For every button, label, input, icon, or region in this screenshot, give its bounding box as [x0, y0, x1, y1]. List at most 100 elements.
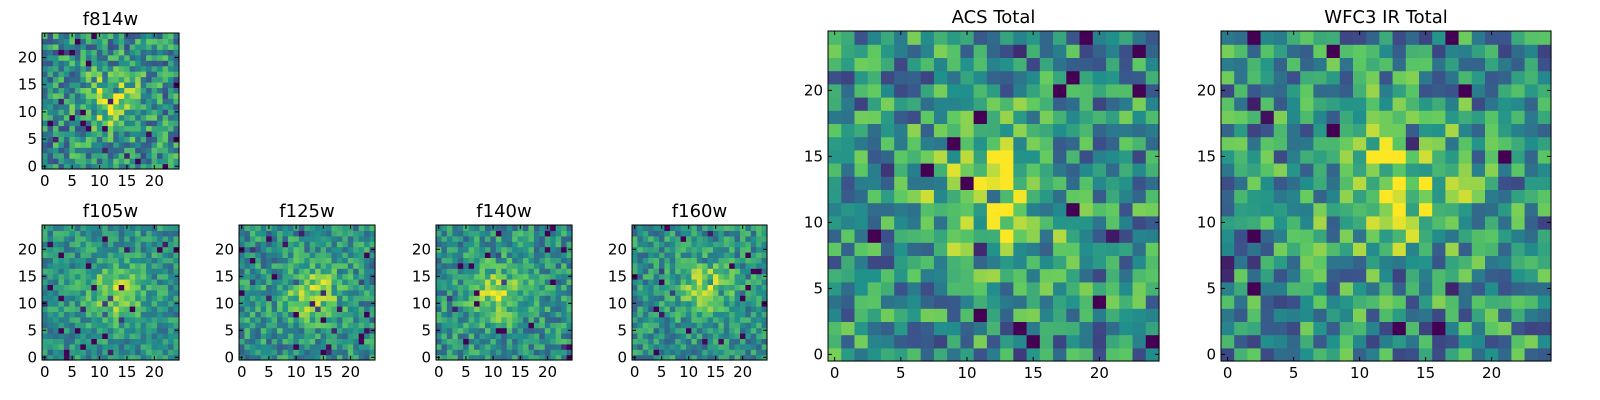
- heatmap-cell: [867, 110, 882, 124]
- heatmap-cell: [1247, 149, 1262, 164]
- heatmap-cell: [102, 49, 109, 56]
- heatmap-cell: [533, 316, 540, 323]
- heatmap-cell: [1221, 189, 1235, 204]
- heatmap-cell: [441, 289, 448, 296]
- heatmap-cell: [80, 98, 87, 105]
- heatmap-cell: [266, 289, 273, 296]
- heatmap-cell: [1066, 308, 1081, 322]
- heatmap-cell: [1313, 123, 1328, 138]
- heatmap-cell: [854, 229, 869, 243]
- heatmap-cell: [364, 338, 371, 345]
- heatmap-cell: [320, 349, 327, 356]
- heatmap-cell: [282, 273, 289, 280]
- heatmap-cell: [96, 81, 103, 88]
- heatmap-cell: [255, 316, 262, 323]
- heatmap-cell: [495, 241, 502, 248]
- heatmap-cell: [74, 289, 81, 296]
- heatmap-cell: [107, 262, 114, 269]
- heatmap-cell: [528, 300, 535, 307]
- heatmap-cell: [1013, 176, 1028, 190]
- heatmap-cell: [113, 322, 120, 329]
- heatmap-cell: [282, 349, 289, 356]
- heatmap-cell: [91, 343, 98, 350]
- heatmap-cell: [761, 235, 768, 242]
- heatmap-cell: [1247, 334, 1262, 349]
- heatmap-cell: [561, 343, 568, 350]
- heatmap-cell: [750, 230, 757, 237]
- heatmap-cell: [729, 241, 736, 248]
- heatmap-cell: [756, 279, 763, 285]
- heatmap-cell: [723, 354, 730, 361]
- heatmap-cell: [1313, 110, 1328, 124]
- heatmap-cell: [867, 136, 882, 151]
- heatmap-cell: [539, 225, 546, 231]
- heatmap-cell: [304, 306, 311, 312]
- heatmap-cell: [501, 333, 508, 339]
- heatmap-cell: [58, 38, 65, 45]
- heatmap-cell: [266, 273, 273, 280]
- heatmap-cell: [315, 327, 322, 334]
- heatmap-cell: [1485, 281, 1499, 296]
- heatmap-cell: [1079, 176, 1094, 190]
- heatmap-cell: [326, 349, 333, 356]
- heatmap-cell: [52, 349, 60, 356]
- heatmap-cell: [129, 33, 136, 40]
- heatmap-cell: [713, 235, 719, 242]
- heatmap-cell: [1106, 136, 1120, 151]
- heatmap-cell: [723, 284, 730, 291]
- heatmap-cell: [1053, 229, 1067, 243]
- heatmap-cell: [320, 306, 327, 312]
- heatmap-cell: [124, 279, 131, 285]
- heatmap-cell: [140, 163, 147, 170]
- heatmap-cell: [168, 284, 175, 291]
- heatmap-cell: [1000, 44, 1014, 58]
- heatmap-cell: [1405, 229, 1420, 243]
- heatmap-cell: [63, 241, 70, 248]
- heatmap-cell: [1405, 308, 1420, 322]
- heatmap-cell: [129, 109, 136, 116]
- heatmap-cell: [696, 306, 703, 312]
- heatmap-cell: [347, 252, 354, 258]
- heatmap-cell: [653, 327, 660, 334]
- heatmap-cell: [42, 87, 49, 94]
- heatmap-cell: [544, 300, 551, 307]
- heatmap-cell: [1353, 334, 1367, 349]
- heatmap-cell: [1260, 308, 1275, 322]
- heatmap-cell: [91, 158, 98, 165]
- heatmap-cell: [1326, 189, 1341, 204]
- heatmap-cell: [468, 311, 475, 318]
- heatmap-cell: [756, 295, 763, 302]
- heatmap-cell: [358, 235, 365, 242]
- heatmap-cell: [734, 262, 741, 269]
- heatmap-cell: [854, 334, 869, 349]
- heatmap-cell: [648, 327, 655, 334]
- heatmap-cell: [102, 284, 109, 291]
- heatmap-cell: [1405, 334, 1420, 349]
- heatmap-cell: [1326, 176, 1341, 190]
- heatmap-cell: [1524, 215, 1539, 230]
- heatmap-cell: [157, 235, 164, 242]
- heatmap-cell: [347, 241, 354, 248]
- heatmap-cell: [1392, 255, 1407, 270]
- heatmap-cell: [947, 97, 961, 111]
- y-tick-label: 0: [617, 348, 627, 366]
- heatmap-cell: [129, 257, 136, 264]
- heatmap-cell: [539, 262, 546, 269]
- heatmap-cell: [463, 322, 470, 329]
- heatmap-cell: [47, 279, 54, 285]
- heatmap-cell: [1432, 123, 1446, 138]
- heatmap-cell: [446, 289, 453, 296]
- heatmap-cell: [369, 262, 376, 269]
- heatmap-cell: [85, 54, 92, 61]
- heatmap-cell: [271, 338, 278, 345]
- heatmap-cell: [1260, 281, 1275, 296]
- heatmap-cell: [1471, 83, 1486, 98]
- heatmap-cell: [734, 230, 741, 237]
- heatmap-cell: [528, 316, 535, 323]
- heatmap-cell: [315, 284, 322, 291]
- heatmap-cell: [331, 295, 338, 302]
- heatmap-cell: [124, 289, 131, 296]
- heatmap-cell: [1053, 70, 1067, 85]
- heatmap-cell: [920, 281, 935, 296]
- heatmap-cell: [1247, 83, 1262, 98]
